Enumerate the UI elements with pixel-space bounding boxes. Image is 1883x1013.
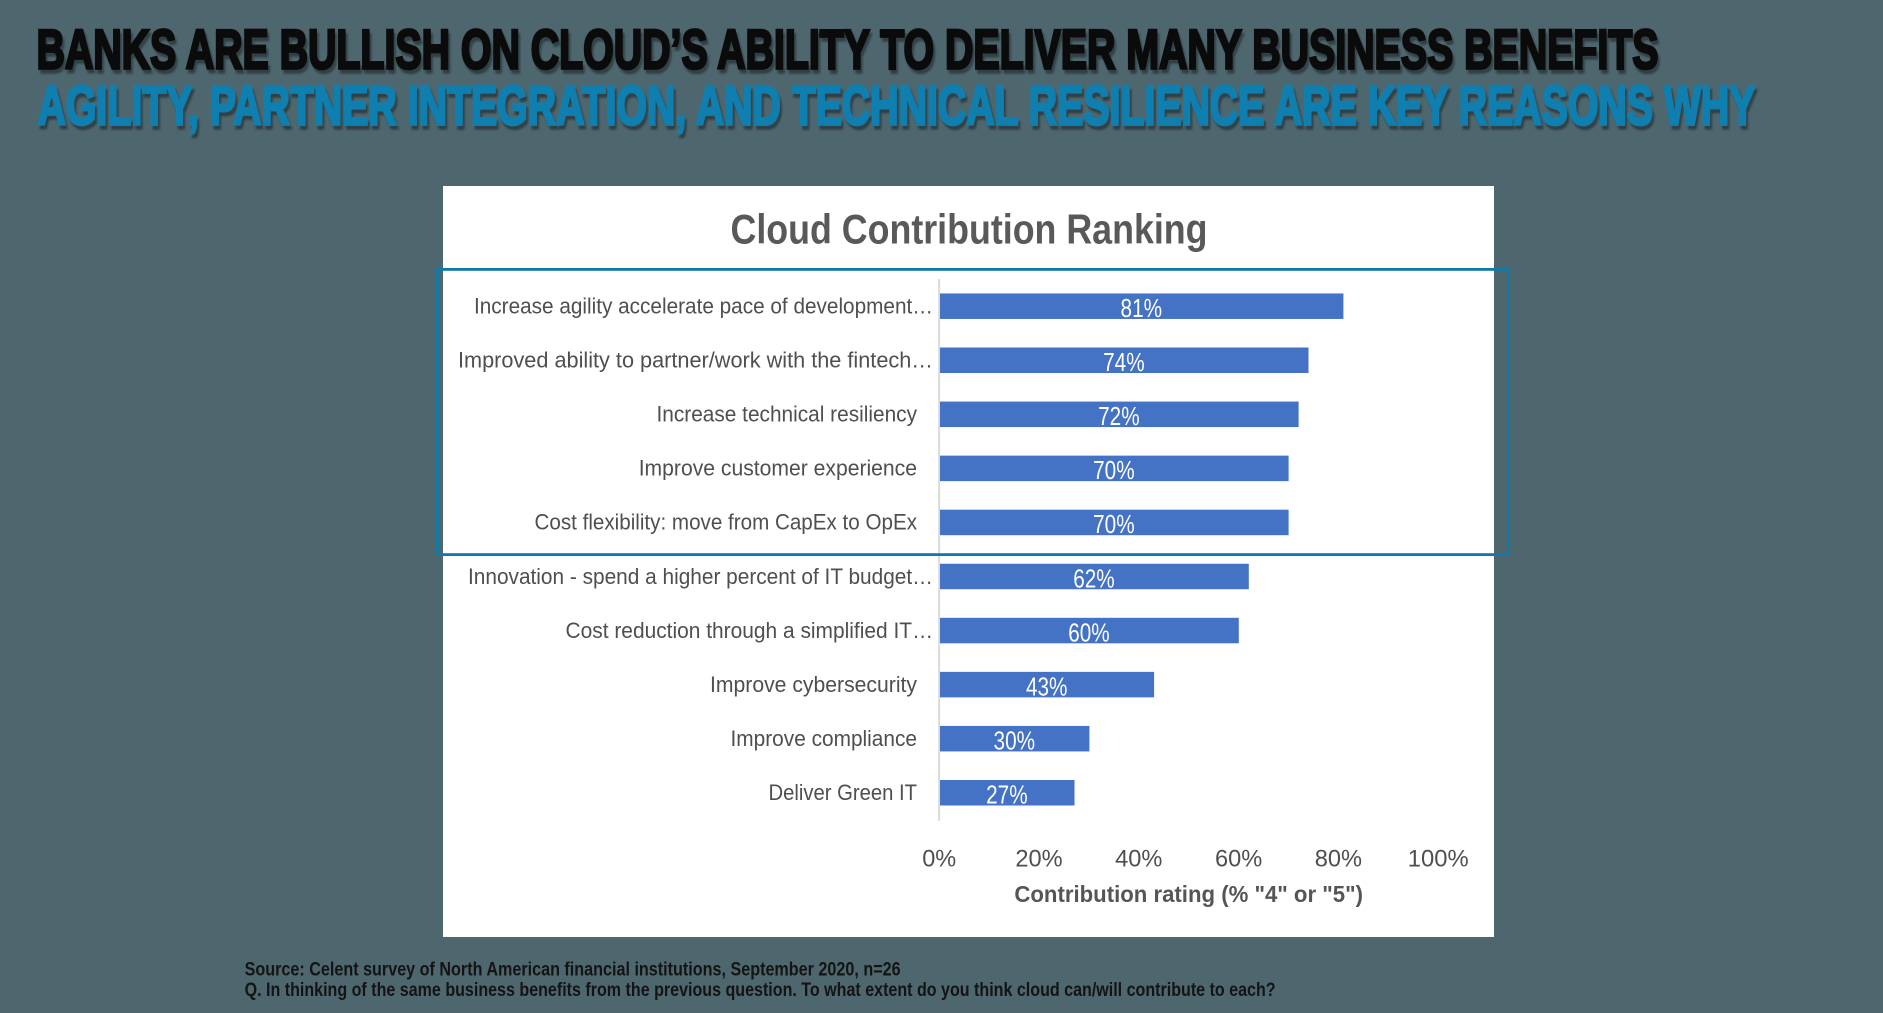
svg-text:AGILITY, PARTNER INTEGRATION,: AGILITY, PARTNER INTEGRATION, AND TECHNI… [38, 75, 1756, 137]
svg-text:70%: 70% [1093, 511, 1135, 539]
svg-text:Improved ability to partner/wo: Improved ability to partner/work with th… [458, 348, 933, 373]
svg-text:40%: 40% [1115, 845, 1162, 872]
svg-text:Source: Celent survey of North: Source: Celent survey of North American … [245, 959, 901, 980]
svg-text:70%: 70% [1093, 457, 1135, 485]
svg-text:Cloud Contribution Ranking: Cloud Contribution Ranking [731, 206, 1208, 253]
svg-text:74%: 74% [1103, 349, 1145, 377]
svg-text:60%: 60% [1215, 845, 1262, 872]
svg-text:43%: 43% [1026, 673, 1068, 701]
svg-text:BANKS ARE BULLISH ON CLOUD’S A: BANKS ARE BULLISH ON CLOUD’S ABILITY TO … [39, 23, 1661, 85]
svg-text:Improve compliance: Improve compliance [731, 726, 918, 751]
svg-text:Cost flexibility: move from Ca: Cost flexibility: move from CapEx to OpE… [535, 510, 918, 535]
svg-text:Improve customer experience: Improve customer experience [639, 456, 917, 481]
svg-text:Deliver Green IT: Deliver Green IT [769, 780, 918, 805]
svg-text:27%: 27% [986, 782, 1028, 810]
svg-text:72%: 72% [1098, 403, 1140, 431]
svg-text:80%: 80% [1315, 845, 1362, 872]
svg-text:Increase technical resiliency: Increase technical resiliency [657, 402, 918, 427]
svg-text:20%: 20% [1015, 845, 1062, 872]
svg-text:60%: 60% [1068, 619, 1110, 647]
svg-text:Cost reduction through a simpl: Cost reduction through a simplified IT… [566, 618, 934, 643]
svg-text:Contribution rating (% "4" or: Contribution rating (% "4" or "5") [1014, 881, 1363, 907]
svg-text:Q. In thinking of the same bus: Q. In thinking of the same business bene… [245, 980, 1276, 1001]
svg-text:Innovation - spend a higher pe: Innovation - spend a higher percent of I… [468, 564, 933, 589]
svg-text:81%: 81% [1121, 295, 1163, 323]
svg-text:0%: 0% [922, 845, 956, 872]
svg-text:Improve cybersecurity: Improve cybersecurity [710, 672, 917, 697]
svg-text:62%: 62% [1073, 565, 1115, 593]
svg-text:AGILITY, PARTNER INTEGRATION,: AGILITY, PARTNER INTEGRATION, AND TECHNI… [40, 79, 1758, 141]
svg-text:BANKS ARE BULLISH ON CLOUD’S A: BANKS ARE BULLISH ON CLOUD’S ABILITY TO … [37, 19, 1659, 81]
svg-text:30%: 30% [994, 728, 1036, 756]
svg-text:100%: 100% [1408, 845, 1469, 872]
svg-text:Increase agility accelerate pa: Increase agility accelerate pace of deve… [474, 294, 933, 319]
